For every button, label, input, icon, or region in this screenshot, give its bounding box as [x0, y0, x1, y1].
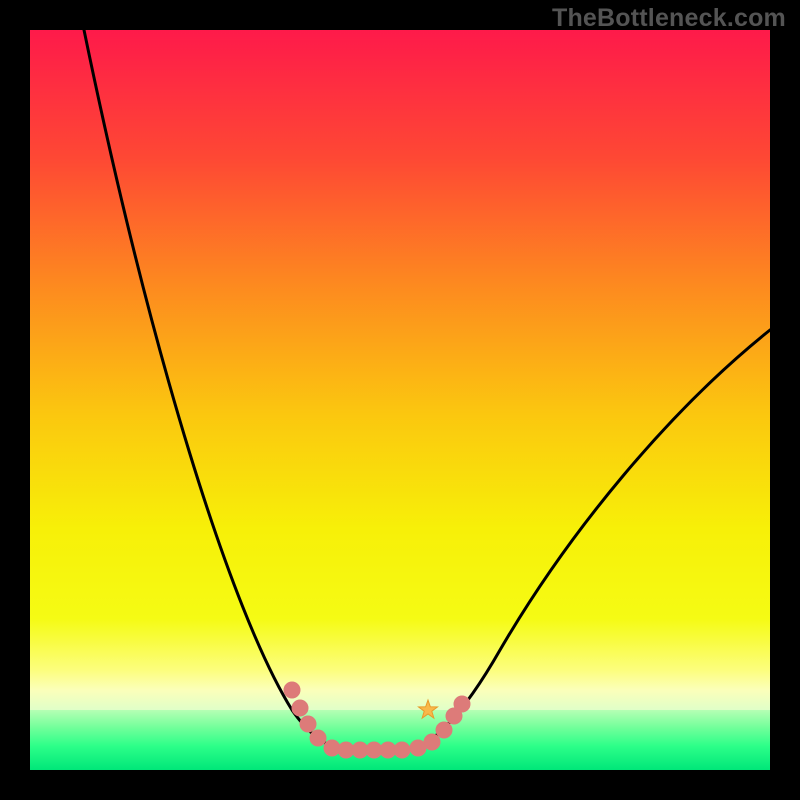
star-icon: [418, 700, 437, 718]
marker-dot: [292, 700, 308, 716]
marker-dot: [300, 716, 316, 732]
watermark-text: TheBottleneck.com: [552, 4, 786, 33]
marker-dot: [424, 734, 440, 750]
marker-dot: [310, 730, 326, 746]
marker-dot: [394, 742, 410, 758]
marker-dot: [454, 696, 470, 712]
curve-left: [84, 30, 346, 750]
marker-dot: [324, 740, 340, 756]
chart-svg: [30, 30, 770, 770]
chart-frame: TheBottleneck.com: [0, 0, 800, 800]
marker-dot: [436, 722, 452, 738]
curve-right: [409, 330, 770, 750]
marker-dot: [284, 682, 300, 698]
plot-area: [30, 30, 770, 770]
